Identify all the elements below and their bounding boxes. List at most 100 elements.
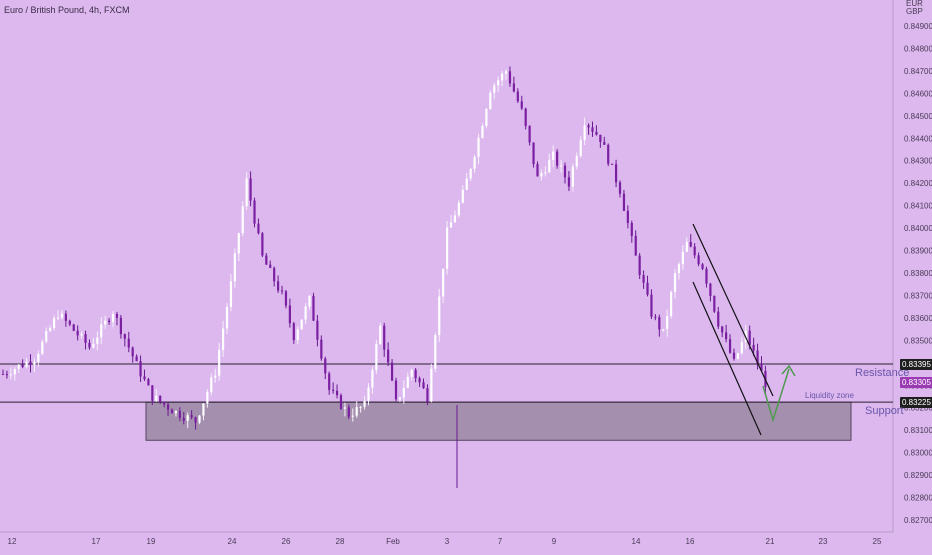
candle-body	[320, 339, 323, 359]
candle-body	[540, 173, 543, 177]
time-tick-label: 26	[282, 537, 291, 546]
candle-body	[426, 388, 429, 402]
candle-body	[304, 306, 307, 320]
currency-bottom: GBP	[906, 7, 923, 16]
candle-body	[343, 407, 347, 409]
candle-body	[410, 369, 413, 377]
time-tick-label: 23	[819, 537, 828, 546]
candle-body	[548, 159, 551, 173]
candle-body	[375, 344, 378, 370]
candle-body	[88, 342, 91, 348]
candle-body	[544, 172, 547, 174]
currency-top: EUR	[906, 0, 923, 8]
candle-body	[394, 380, 398, 400]
candle-body	[748, 330, 751, 345]
candle-body	[583, 125, 586, 141]
candle-body	[390, 362, 394, 381]
projection-path	[762, 368, 790, 423]
candle-body	[96, 337, 99, 344]
candle-body	[685, 241, 688, 252]
candle-body	[760, 363, 763, 371]
candle-body	[705, 268, 708, 284]
candle-body	[512, 83, 515, 92]
candle-body	[630, 222, 633, 236]
candle-body	[449, 222, 453, 228]
candle-body	[567, 177, 571, 187]
candle-body	[497, 80, 500, 86]
price-tick-label: 0.84000	[904, 224, 932, 233]
candle-body	[80, 334, 83, 336]
candle-body	[245, 178, 248, 207]
support-price-label: 0.83225	[900, 397, 932, 408]
candle-body	[166, 404, 170, 410]
candle-body	[225, 306, 229, 329]
candle-body	[347, 407, 350, 417]
candle-body	[532, 142, 535, 165]
channel-line-lower	[692, 281, 762, 436]
projection-arrowhead	[781, 364, 796, 377]
candle-body	[49, 327, 52, 331]
candle-body	[442, 268, 445, 297]
current-price-label: 0.83305	[900, 377, 932, 388]
candle-body	[147, 379, 150, 386]
candle-body	[33, 362, 36, 365]
candle-body	[206, 392, 209, 404]
price-tick-label: 0.84900	[904, 22, 932, 31]
candle-body	[721, 326, 724, 333]
candle-body	[434, 335, 437, 369]
candle-body	[21, 364, 24, 367]
candle-body	[504, 71, 508, 74]
candle-body	[139, 361, 142, 377]
candle-body	[253, 200, 256, 224]
candle-body	[614, 164, 618, 183]
candle-body	[650, 294, 653, 317]
candle-body	[430, 368, 433, 402]
price-tick-label: 0.84500	[904, 112, 932, 121]
time-tick-label: 28	[336, 537, 345, 546]
candle-body	[273, 267, 276, 282]
candle-body	[296, 329, 299, 341]
price-tick-label: 0.83500	[904, 336, 932, 345]
candle-body	[728, 339, 732, 353]
time-tick-label: 19	[147, 537, 156, 546]
time-tick-label: 25	[873, 537, 882, 546]
candle-body	[25, 361, 28, 367]
price-tick-label: 0.84600	[904, 89, 932, 98]
resistance-label: Resistance	[855, 367, 910, 379]
time-tick-label: 3	[445, 537, 450, 546]
candle-body	[163, 401, 166, 405]
time-tick-label: 14	[632, 537, 641, 546]
candle-body	[662, 329, 665, 331]
candle-body	[202, 403, 205, 416]
candle-body	[335, 390, 339, 396]
time-tick-label: 12	[8, 537, 17, 546]
candle-body	[559, 165, 563, 167]
time-tick-label: 9	[552, 537, 557, 546]
candle-body	[5, 374, 9, 376]
candle-body	[115, 314, 119, 318]
candle-body	[29, 361, 32, 365]
candle-body	[194, 417, 197, 423]
candle-body	[68, 320, 71, 325]
support-label: Support	[865, 405, 904, 417]
resistance-price-label: 0.83395	[900, 359, 932, 370]
candle-body	[229, 281, 233, 307]
candle-body	[328, 373, 331, 390]
candle-body	[634, 235, 637, 256]
candle-body	[528, 125, 531, 143]
candle-body	[438, 296, 441, 336]
price-tick-label: 0.83700	[904, 291, 932, 300]
candle-body	[371, 369, 374, 388]
candle-body	[638, 255, 641, 276]
candle-body	[13, 369, 16, 375]
time-tick-label: 21	[766, 537, 775, 546]
liquidity-zone-box	[145, 401, 852, 441]
liquidity-zone-label: Liquidity zone	[805, 391, 854, 400]
candle-body	[72, 324, 75, 331]
candle-body	[595, 131, 598, 135]
price-tick-label: 0.83000	[904, 449, 932, 458]
candle-body	[465, 178, 468, 190]
candle-body	[725, 332, 728, 340]
candle-body	[642, 275, 645, 283]
